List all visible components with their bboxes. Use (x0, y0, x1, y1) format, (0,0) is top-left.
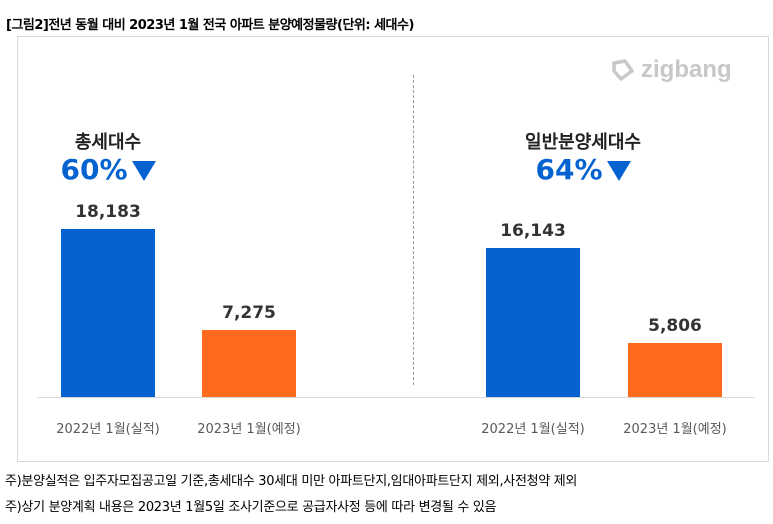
down-triangle-icon (606, 161, 631, 181)
down-triangle-icon (131, 161, 156, 181)
change-percent: 60% (8, 153, 208, 186)
group-title: 일반분양세대수 (525, 132, 641, 153)
chart-frame (17, 36, 769, 462)
x-axis-baseline (37, 397, 755, 398)
group-divider (413, 75, 414, 385)
footnote-1: 주)분양실적은 입주자모집공고일 기준,총세대수 30세대 미만 아파트단지,임… (5, 474, 578, 489)
bar (202, 329, 296, 397)
data-label: 5,806 (648, 316, 702, 337)
figure-title: [그림2]전년 동월 대비 2023년 1월 전국 아파트 분양예정물량(단위:… (6, 18, 414, 33)
change-percent: 64% (483, 153, 683, 186)
zigbang-logo-icon (612, 59, 634, 81)
bar (61, 229, 155, 397)
change-value: 60% (60, 153, 128, 186)
logo-text: zigbang (641, 56, 732, 83)
data-label: 18,183 (75, 202, 141, 222)
category-label: 2023년 1월(예정) (197, 422, 301, 437)
data-label: 16,143 (500, 220, 566, 241)
zigbang-logo: zigbang (611, 56, 732, 84)
footnote-2: 주)상기 분양계획 내용은 2023년 1월5일 조사기준으로 공급자사정 등에… (5, 500, 497, 515)
group-title: 총세대수 (74, 132, 142, 153)
category-label: 2023년 1월(예정) (623, 422, 727, 437)
change-value: 64% (535, 153, 603, 186)
category-label: 2022년 1월(실적) (56, 422, 160, 437)
category-label: 2022년 1월(실적) (481, 422, 585, 437)
data-label: 7,275 (222, 302, 276, 323)
bar (628, 343, 722, 397)
bar (486, 247, 580, 397)
